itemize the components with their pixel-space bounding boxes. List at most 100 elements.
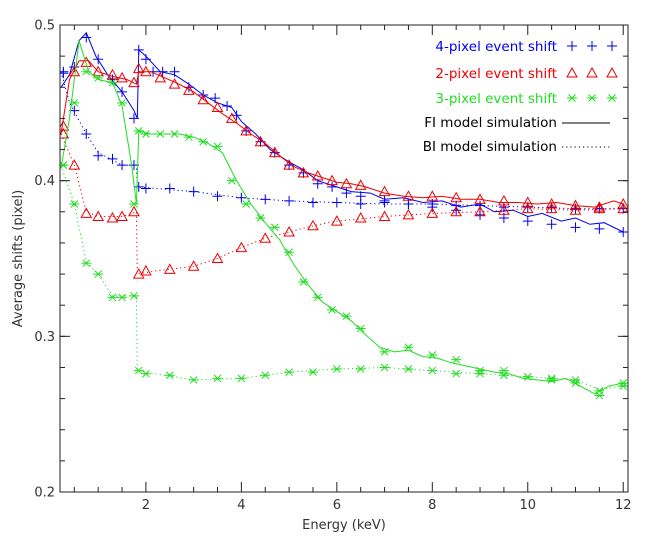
triangle-marker: [283, 226, 295, 237]
legend-label: FI model simulation: [424, 115, 557, 131]
asterisk-marker: [475, 369, 486, 378]
plot-frame: [59, 24, 629, 493]
asterisk-marker: [128, 200, 139, 208]
triangle-marker: [586, 66, 598, 78]
asterisk-marker: [133, 126, 144, 135]
plus-marker: [355, 199, 366, 210]
asterisk-marker: [341, 312, 352, 320]
asterisk-marker: [331, 365, 342, 373]
asterisk-marker: [269, 223, 280, 232]
plus-marker: [117, 86, 128, 97]
plus-marker: [69, 105, 80, 116]
plus-marker: [81, 32, 92, 43]
triangle-marker: [311, 169, 324, 181]
plus-marker: [222, 100, 233, 111]
asterisk-marker: [169, 130, 180, 138]
asterisk-marker: [226, 176, 237, 185]
plus-marker: [594, 223, 605, 234]
series-2-pixel-bi: [60, 127, 628, 279]
triangle-marker: [450, 191, 463, 203]
asterisk-marker: [69, 98, 80, 107]
asterisk-marker: [427, 351, 438, 359]
asterisk-marker: [93, 270, 104, 278]
triangle-marker: [225, 112, 238, 123]
triangle-marker: [593, 201, 606, 212]
asterisk-marker: [451, 355, 462, 364]
triangle-marker: [106, 68, 119, 80]
x-tick-label: 2: [142, 498, 150, 513]
asterisk-marker: [618, 382, 628, 391]
y-tick-label: 0.5: [34, 19, 55, 34]
plus-marker: [618, 227, 628, 238]
triangle-marker: [498, 204, 510, 215]
y-tick-label: 0.3: [34, 330, 55, 345]
asterisk-marker: [117, 98, 128, 107]
triangle-marker: [426, 190, 439, 201]
triangle-marker: [474, 205, 486, 217]
asterisk-marker: [69, 200, 80, 208]
triangle-marker: [340, 177, 353, 189]
triangle-marker: [168, 78, 181, 89]
axes: 2 4 6 8 10 12 0.2 0.3 0.4 0.5: [34, 19, 631, 514]
plus-marker: [93, 54, 104, 65]
triangle-marker: [354, 179, 367, 190]
plus-marker: [236, 192, 247, 203]
plus-marker: [93, 150, 104, 161]
triangle-marker: [450, 205, 463, 217]
legend-label: 4-pixel event shift: [435, 39, 557, 55]
asterisk-marker: [312, 293, 323, 302]
x-tick-label: 4: [237, 498, 245, 513]
plus-marker: [133, 44, 144, 55]
triangle-marker: [354, 211, 367, 223]
x-axis-title: Energy (keV): [302, 518, 386, 533]
triangle-marker: [68, 159, 81, 170]
triangle-marker: [268, 146, 281, 158]
triangle-marker: [254, 135, 267, 147]
triangle-marker: [259, 232, 272, 243]
triangle-marker: [60, 120, 70, 131]
plus-marker: [307, 197, 318, 208]
asterisk-marker: [327, 306, 338, 314]
plus-marker: [157, 66, 168, 77]
triangle-marker: [116, 71, 128, 83]
legend-label: 2-pixel event shift: [435, 66, 557, 82]
plus-marker: [128, 113, 139, 124]
triangle-marker: [140, 264, 152, 276]
triangle-marker: [240, 124, 253, 136]
triangle-marker: [154, 71, 167, 83]
triangle-marker: [80, 56, 93, 67]
plus-marker: [498, 202, 509, 213]
triangle-marker: [402, 190, 415, 201]
plot-marks: [60, 31, 628, 400]
triangle-marker: [80, 207, 93, 218]
series-line: [60, 71, 624, 210]
triangle-marker: [606, 66, 618, 78]
triangle-marker: [106, 211, 119, 223]
triangle-marker: [187, 260, 200, 271]
asterisk-marker: [183, 133, 194, 141]
triangle-marker: [326, 174, 338, 186]
asterisk-marker: [155, 130, 166, 138]
asterisk-marker: [107, 293, 118, 302]
asterisk-marker: [403, 365, 414, 373]
asterisk-marker: [198, 137, 209, 146]
triangle-marker: [378, 185, 391, 197]
asterisk-marker: [93, 74, 104, 82]
plus-marker: [140, 54, 151, 65]
triangle-marker: [283, 159, 295, 170]
triangle-marker: [116, 210, 128, 221]
triangle-marker: [521, 202, 534, 214]
triangle-marker: [521, 196, 534, 207]
triangle-marker: [132, 62, 145, 74]
x-tick-label: 12: [615, 498, 632, 513]
plus-marker: [522, 216, 533, 227]
asterisk-marker: [570, 376, 581, 384]
triangle-marker: [330, 215, 343, 226]
plus-marker: [567, 41, 577, 51]
series-2-pixel-fi: [60, 56, 628, 212]
asterisk-marker: [107, 78, 118, 87]
plus-marker: [587, 41, 597, 51]
asterisk-marker: [241, 200, 252, 208]
plus-marker: [117, 160, 128, 171]
